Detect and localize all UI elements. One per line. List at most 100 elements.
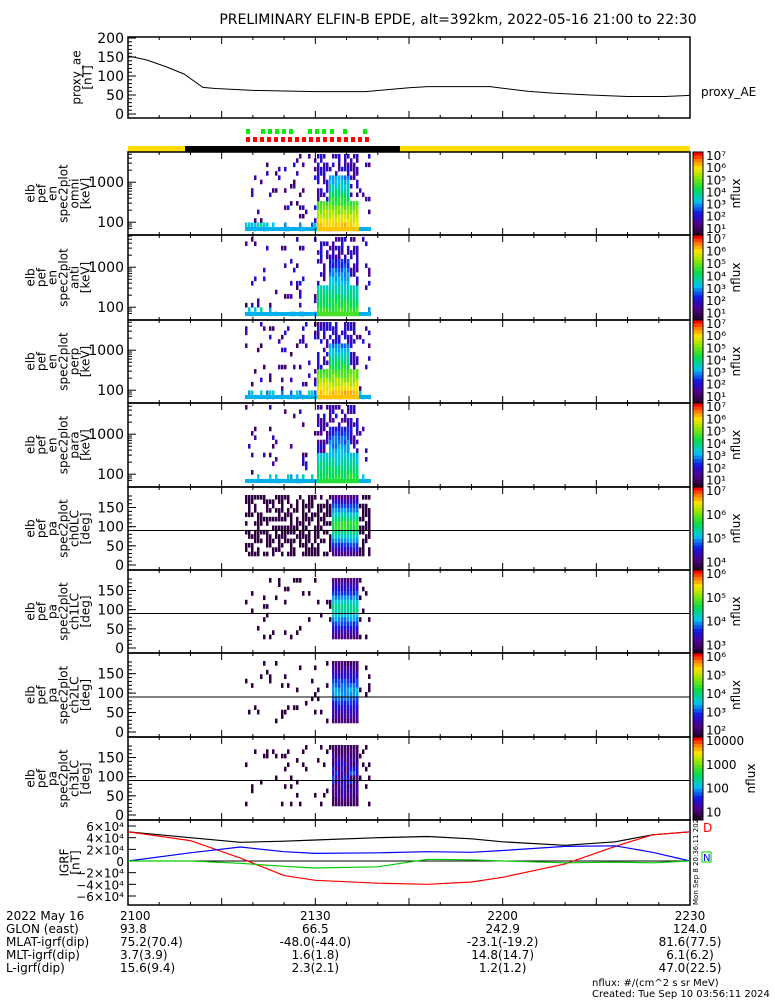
flux-cell	[323, 285, 326, 290]
flux-cell	[287, 499, 290, 505]
flux-cell	[263, 634, 266, 640]
flux-cell	[338, 661, 341, 666]
flux-cell	[299, 538, 302, 544]
flux-cell	[302, 525, 305, 531]
flux-cell	[344, 347, 347, 353]
flux-cell	[257, 312, 260, 316]
flux-cell	[350, 435, 353, 440]
flux-cell	[254, 521, 257, 526]
colorbar-tick-label: 10¹	[706, 222, 726, 236]
flux-cell	[329, 179, 332, 185]
sunlit-bar	[128, 146, 185, 152]
flux-cell	[356, 696, 359, 702]
flux-cell	[338, 307, 341, 312]
flux-cell	[332, 213, 335, 219]
flux-cell	[347, 521, 350, 526]
colorbar-tick-label: 10⁴	[706, 185, 726, 199]
flux-cell	[329, 263, 332, 269]
colorbar-swatch	[693, 733, 703, 738]
colorbar-swatch	[693, 361, 703, 366]
colorbar-tick-label: 10⁶	[706, 412, 726, 426]
flux-cell	[245, 499, 248, 505]
flux-cell	[341, 547, 344, 552]
flux-cell	[356, 307, 359, 312]
flux-cell	[359, 634, 362, 640]
colorbar-swatch	[693, 809, 703, 814]
igrf-legend-d: D	[703, 821, 712, 835]
flux-cell	[368, 551, 371, 557]
flux-cell	[269, 578, 272, 583]
flux-cell	[281, 495, 284, 500]
flux-cell	[341, 591, 344, 596]
flux-cell	[332, 705, 335, 711]
colorbar-swatch	[693, 747, 703, 752]
flux-cell	[320, 479, 323, 483]
flux-cell	[338, 551, 341, 557]
flux-cell	[275, 718, 278, 724]
flux-cell	[350, 479, 353, 483]
flux-cell	[365, 766, 368, 772]
flux-cell	[365, 665, 368, 671]
flux-cell	[284, 529, 287, 535]
flux-cell	[284, 525, 287, 531]
flux-cell	[350, 674, 353, 680]
flux-cell	[275, 171, 278, 176]
colorbar-swatch	[693, 358, 703, 362]
flux-cell	[281, 479, 284, 483]
flux-cell	[320, 364, 323, 370]
flux-cell	[356, 687, 359, 693]
flux-cell	[272, 312, 275, 316]
flux-cell	[344, 373, 347, 378]
flux-cell	[353, 792, 356, 798]
flux-cell	[284, 227, 287, 231]
flux-cell	[353, 298, 356, 304]
colorbar-swatch	[693, 775, 703, 779]
flux-cell	[317, 209, 320, 215]
flux-cell	[338, 696, 341, 702]
flux-cell	[317, 307, 320, 312]
flux-cell	[320, 201, 323, 206]
colorbar-swatch	[693, 316, 703, 321]
flux-cell	[353, 630, 356, 635]
flux-cell	[251, 547, 254, 552]
flux-cell	[332, 630, 335, 635]
flux-cell	[335, 474, 338, 479]
flux-cell	[323, 175, 326, 180]
flux-cell	[317, 351, 320, 357]
flux-cell	[338, 158, 341, 163]
flux-cell	[344, 621, 347, 627]
flux-cell	[350, 508, 353, 513]
flux-cell	[347, 578, 350, 583]
flux-cell	[332, 595, 335, 601]
flux-cell	[329, 222, 332, 228]
science-zone-marker-green	[261, 129, 265, 134]
flux-cell	[254, 534, 257, 539]
flux-cell	[338, 753, 341, 759]
flux-cell	[317, 413, 320, 419]
flux-cell	[353, 470, 356, 475]
flux-cell	[308, 395, 311, 399]
flux-cell	[335, 183, 338, 189]
flux-cell	[365, 448, 368, 453]
flux-cell	[338, 448, 341, 453]
flux-cell	[320, 538, 323, 544]
y-axis-label-line: pa	[46, 604, 60, 619]
colorbar-swatch	[693, 354, 703, 359]
flux-cell	[347, 779, 350, 785]
colorbar-swatch	[693, 281, 703, 286]
flux-cell	[317, 322, 320, 327]
colorbar-swatch	[693, 382, 703, 387]
flux-cell	[368, 227, 371, 231]
y-axis-label-line: spec2plot	[57, 415, 71, 474]
flux-cell	[353, 683, 356, 688]
flux-cell	[290, 775, 293, 781]
y-tick-label: 0	[116, 855, 124, 869]
y-axis-label-line: ch3LC	[68, 760, 82, 797]
flux-cell	[338, 792, 341, 798]
science-zone-marker-green	[275, 129, 279, 134]
flux-cell	[323, 162, 326, 168]
flux-cell	[350, 377, 353, 383]
flux-cell	[311, 696, 314, 702]
flux-cell	[368, 154, 371, 159]
flux-cell	[287, 508, 290, 513]
